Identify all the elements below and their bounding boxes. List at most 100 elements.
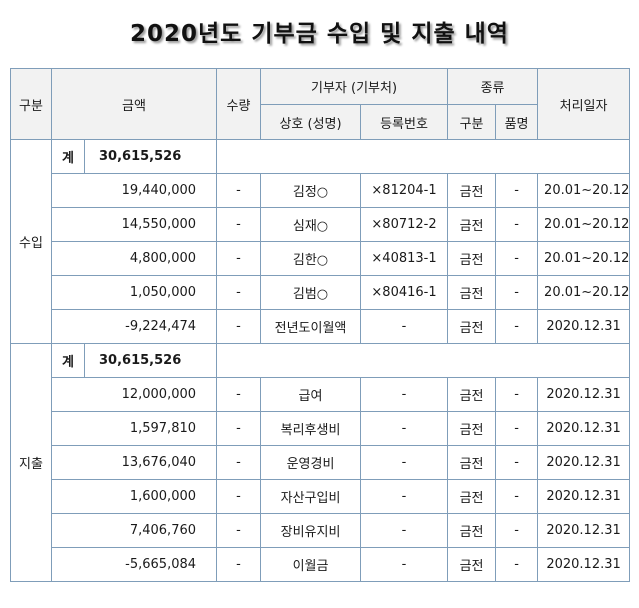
header-processed-date: 처리일자 (537, 68, 631, 140)
expense-cell-amount: 7,406,760 (50, 513, 218, 548)
expense-cell-reg: - (360, 479, 449, 514)
expense-row: 1,597,810- 복리후생비 - 금전 -2020.12.31 (11, 411, 631, 446)
income-category-label: 수입 (10, 139, 52, 344)
income-cell-quantity: - (216, 207, 262, 242)
income-cell-item: - (495, 309, 539, 344)
income-cell-type: 금전 (447, 173, 497, 208)
expense-cell-item: - (495, 479, 539, 514)
header-donor: 기부자 (기부처) (260, 68, 449, 105)
expense-cell-amount: -5,665,084 (50, 547, 218, 582)
expense-total-value: 30,615,526 (83, 343, 218, 378)
income-cell-reg: ×81204-1 (360, 173, 449, 208)
income-cell-reg: ×80416-1 (360, 275, 449, 310)
header-type: 종류 (447, 68, 539, 105)
expense-cell-quantity: - (216, 479, 262, 514)
income-cell-amount: 1,050,000 (50, 275, 218, 310)
income-row: 4,800,000- 김한○ ×40813-1 금전 -20.01~20.12 (11, 241, 631, 276)
income-cell-name: 심재○ (260, 207, 362, 242)
income-cell-date: 2020.12.31 (537, 309, 631, 344)
expense-cell-type: 금전 (447, 411, 497, 446)
expense-cell-date: 2020.12.31 (537, 445, 631, 480)
expense-cell-amount: 1,600,000 (50, 479, 218, 514)
expense-category-label: 지출 (10, 343, 52, 582)
expense-cell-amount: 1,597,810 (50, 411, 218, 446)
expense-cell-quantity: - (216, 411, 262, 446)
income-cell-amount: -9,224,474 (50, 309, 218, 344)
header-donor-name: 상호 (성명) (260, 104, 362, 140)
expense-cell-type: 금전 (447, 513, 497, 548)
expense-cell-reg: - (360, 377, 449, 412)
income-cell-amount: 19,440,000 (50, 173, 218, 208)
expense-total-label: 계 (51, 343, 85, 378)
expense-row: 1,600,000- 자산구입비 - 금전 -2020.12.31 (11, 479, 631, 514)
expense-cell-type: 금전 (447, 377, 497, 412)
expense-cell-name: 운영경비 (260, 445, 362, 480)
expense-cell-amount: 13,676,040 (50, 445, 218, 480)
expense-cell-reg: - (360, 445, 449, 480)
expense-cell-type: 금전 (447, 445, 497, 480)
expense-cell-reg: - (360, 513, 449, 548)
expense-cell-type: 금전 (447, 547, 497, 582)
expense-cell-item: - (495, 411, 539, 446)
income-cell-type: 금전 (447, 241, 497, 276)
expense-cell-name: 급여 (260, 377, 362, 412)
income-row: -9,224,474- 전년도이월액 - 금전 -2020.12.31 (11, 309, 631, 344)
expense-cell-name: 복리후생비 (260, 411, 362, 446)
header-quantity: 수량 (216, 68, 262, 140)
header-type-category: 구분 (447, 104, 497, 140)
page-title: 2020년도 기부금 수입 및 지출 내역 (130, 21, 509, 47)
income-cell-item: - (495, 207, 539, 242)
income-total-label: 계 (51, 139, 85, 174)
income-cell-type: 금전 (447, 309, 497, 344)
header-donor-reg: 등록번호 (360, 104, 449, 140)
income-row: 14,550,000- 심재○ ×80712-2 금전 -20.01~20.12 (11, 207, 631, 242)
expense-total-blank (216, 343, 631, 378)
expense-row: -5,665,084- 이월금 - 금전 -2020.12.31 (11, 547, 631, 582)
income-cell-name: 김정○ (260, 173, 362, 208)
expense-cell-name: 이월금 (260, 547, 362, 582)
header-category: 구분 (10, 68, 52, 140)
income-cell-amount: 4,800,000 (50, 241, 218, 276)
expense-cell-name: 자산구입비 (260, 479, 362, 514)
expense-cell-reg: - (360, 547, 449, 582)
income-section: 수입 계 30,615,526 19,440,000- 김정○ ×81204-1 금전… (10, 139, 631, 344)
expense-cell-date: 2020.12.31 (537, 377, 631, 412)
expense-cell-type: 금전 (447, 479, 497, 514)
expense-cell-quantity: - (216, 513, 262, 548)
income-cell-date: 20.01~20.12 (537, 207, 631, 242)
expense-cell-quantity: - (216, 445, 262, 480)
expense-cell-item: - (495, 547, 539, 582)
income-cell-item: - (495, 241, 539, 276)
income-cell-type: 금전 (447, 275, 497, 310)
income-cell-reg: ×40813-1 (360, 241, 449, 276)
expense-row: 12,000,000- 급여 - 금전 -2020.12.31 (11, 377, 631, 412)
expense-cell-quantity: - (216, 377, 262, 412)
income-total-blank (216, 139, 631, 174)
expense-cell-date: 2020.12.31 (537, 547, 631, 582)
income-cell-date: 20.01~20.12 (537, 241, 631, 276)
income-cell-date: 20.01~20.12 (537, 173, 631, 208)
expense-row: 13,676,040- 운영경비 - 금전 -2020.12.31 (11, 445, 631, 480)
expense-cell-name: 장비유지비 (260, 513, 362, 548)
income-cell-amount: 14,550,000 (50, 207, 218, 242)
expense-total-row: 지출 계 30,615,526 (10, 343, 631, 582)
income-cell-quantity: - (216, 309, 262, 344)
expense-cell-item: - (495, 445, 539, 480)
income-total-value: 30,615,526 (83, 139, 218, 174)
expense-cell-item: - (495, 513, 539, 548)
expense-cell-date: 2020.12.31 (537, 513, 631, 548)
expense-cell-item: - (495, 377, 539, 412)
income-cell-name: 김범○ (260, 275, 362, 310)
income-cell-reg: - (360, 309, 449, 344)
income-row: 1,050,000- 김범○ ×80416-1 금전 -20.01~20.12 (11, 275, 631, 310)
income-cell-item: - (495, 275, 539, 310)
expense-cell-date: 2020.12.31 (537, 411, 631, 446)
income-cell-quantity: - (216, 173, 262, 208)
header-amount: 금액 (50, 68, 218, 140)
income-cell-name: 김한○ (260, 241, 362, 276)
income-cell-quantity: - (216, 275, 262, 310)
income-cell-item: - (495, 173, 539, 208)
header-row-2: 상호 (성명) 등록번호 구분 품명 (11, 104, 630, 140)
expense-section: 지출 계 30,615,526 12,000,000- 급여 - 금전 -2020.12… (10, 343, 631, 582)
header-type-item: 품명 (495, 104, 539, 140)
